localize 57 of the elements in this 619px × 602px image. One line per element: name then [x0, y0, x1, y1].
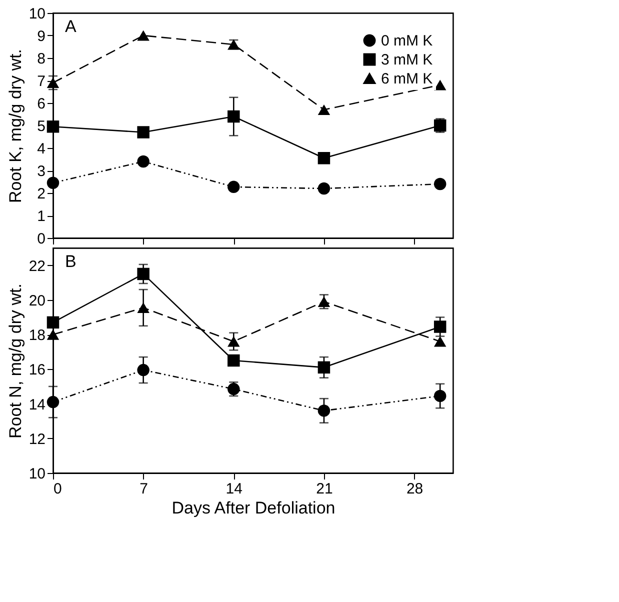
legend-label: 6 mM K — [381, 70, 433, 88]
annotation: B — [65, 252, 76, 271]
point — [46, 120, 60, 133]
y-tick-label: 10 — [28, 466, 46, 482]
y-tick-label: 18 — [28, 327, 46, 344]
point — [434, 80, 446, 90]
x-tick-label: 0 — [54, 480, 62, 498]
y-tick-label: 16 — [28, 362, 46, 379]
legend-label: 0 mM K — [381, 32, 433, 50]
point — [318, 152, 330, 164]
y-tick-label: 2 — [37, 186, 46, 202]
y-tick-label: 9 — [37, 28, 46, 45]
point — [318, 182, 330, 195]
y-axis-title: Root N, mg/g dry wt. — [6, 284, 25, 438]
point — [318, 104, 330, 116]
y-tick-label: 4 — [37, 140, 46, 158]
x-tick-label: 21 — [316, 480, 333, 498]
y-tick-label: 22 — [28, 258, 46, 275]
point — [46, 396, 60, 408]
point — [46, 176, 60, 189]
annotation: A — [65, 17, 77, 36]
point — [434, 320, 446, 333]
point — [434, 336, 446, 347]
y-tick-label: 5 — [37, 118, 46, 135]
point — [137, 302, 150, 314]
y-tick-label: 6 — [37, 96, 46, 112]
x-tick-label: 28 — [406, 480, 424, 498]
x-tick-label: 14 — [226, 480, 242, 498]
legend-label: 3 mM K — [381, 52, 433, 68]
y-axis-title: Root K, mg/g dry wt. — [6, 49, 25, 203]
point — [137, 155, 150, 168]
point — [434, 390, 446, 402]
point — [228, 354, 240, 367]
point — [228, 180, 240, 194]
y-tick-label: 0 — [37, 230, 46, 248]
point — [137, 268, 150, 280]
point — [228, 110, 240, 123]
y-tick-label: 1 — [37, 208, 46, 225]
point — [137, 30, 150, 41]
y-tick-label: 8 — [37, 50, 46, 68]
y-tick-label: 7 — [37, 73, 46, 90]
point — [434, 178, 446, 190]
y-tick-label: 10 — [28, 6, 46, 22]
point — [318, 296, 330, 307]
y-tick-label: 14 — [28, 396, 46, 414]
point — [137, 364, 150, 376]
x-axis-title: Days After Defoliation — [172, 498, 336, 518]
x-tick-label: 7 — [140, 480, 148, 498]
point — [228, 336, 240, 347]
point — [318, 404, 330, 417]
point — [318, 361, 330, 374]
point — [46, 329, 60, 340]
point — [46, 316, 60, 329]
point — [137, 126, 150, 138]
y-tick-label: 12 — [28, 430, 46, 448]
y-tick-label: 3 — [37, 163, 46, 180]
y-tick-label: 20 — [28, 292, 46, 310]
